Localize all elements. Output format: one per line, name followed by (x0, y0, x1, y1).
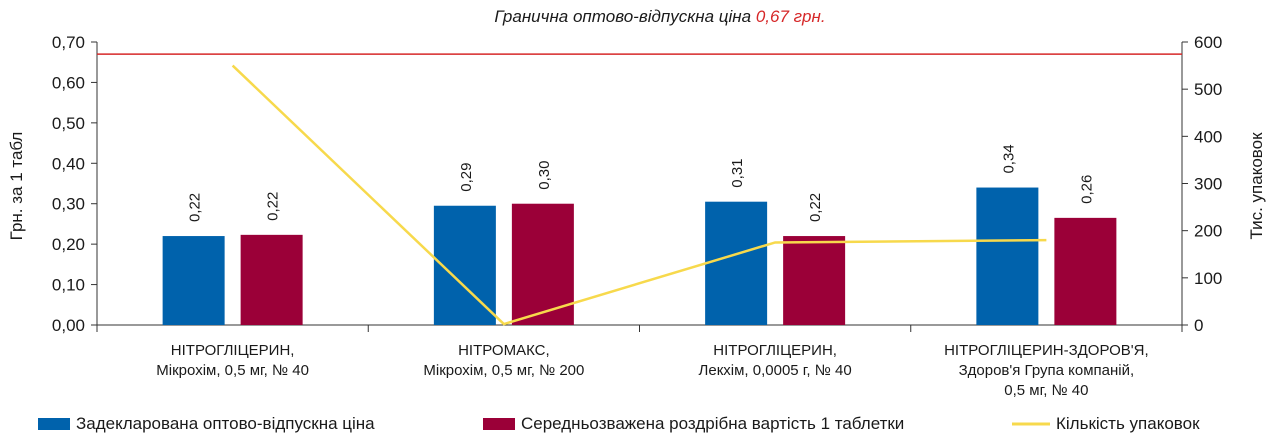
y-tick-label-right: 400 (1194, 127, 1222, 146)
axes: 0,00 0,10 0,20 0,30 0,40 0,50 0,60 0,70 0 100 200 3… (52, 33, 1222, 399)
y-tick-label-left: 0,30 (52, 195, 85, 214)
legend-label: Кількість упаковок (1056, 414, 1200, 433)
x-tick-label: НІТРОГЛІЦЕРИН, Лекхім, 0,0005 г, № 40 (699, 342, 852, 379)
y-tick-label-left: 0,60 (52, 73, 85, 92)
data-label: 0,22 (187, 193, 204, 222)
chart-title: Гранична оптово-відпускна ціна 0,67 грн. (494, 7, 825, 26)
x-tick-label: НІТРОМАКС, Мікрохім, 0,5 мг, № 200 (423, 342, 584, 379)
chart-title-highlight: 0,67 грн. (756, 7, 826, 26)
x-tick-label-line: Лекхім, 0,0005 г, № 40 (699, 362, 852, 379)
data-label: 0,26 (1078, 175, 1095, 204)
y-tick-label-right: 600 (1194, 33, 1222, 52)
x-tick-label-line: НІТРОГЛІЦЕРИН-ЗДОРОВ'Я, (944, 342, 1149, 359)
data-label: 0,30 (536, 161, 553, 190)
bar (976, 187, 1039, 325)
bars-layer (162, 187, 1117, 325)
bar (162, 236, 225, 325)
y-tick-label-left: 0,00 (52, 316, 85, 335)
lines-layer (97, 53, 1182, 326)
legend: Задекларована оптово-відпускна ціна Серед… (38, 414, 1200, 433)
x-tick-label-line: НІТРОМАКС, (458, 342, 550, 359)
legend-label: Задекларована оптово-відпускна ціна (76, 414, 375, 433)
bar (705, 201, 768, 325)
bar (783, 236, 846, 325)
x-tick-label-line: Мікрохім, 0,5 мг, № 40 (156, 362, 309, 379)
bar (1054, 217, 1117, 325)
x-tick-label: НІТРОГЛІЦЕРИН, Мікрохім, 0,5 мг, № 40 (156, 342, 309, 379)
data-label: 0,22 (265, 192, 282, 221)
legend-swatch (483, 418, 515, 430)
labels-layer: 0,22 0,29 0,31 0,34 0,22 0,30 0,22 0,26 (187, 144, 1096, 222)
bar (511, 203, 574, 325)
data-label: 0,22 (807, 193, 824, 222)
x-tick-label: НІТРОГЛІЦЕРИН-ЗДОРОВ'Я, Здоров'я Група ко… (944, 342, 1149, 399)
x-tick-label-line: Здоров'я Група компаній, (959, 362, 1135, 379)
data-label: 0,29 (458, 163, 475, 192)
y-tick-label-right: 300 (1194, 175, 1222, 194)
data-label: 0,31 (729, 158, 746, 187)
x-tick-label-line: НІТРОГЛІЦЕРИН, (713, 342, 837, 359)
y-tick-label-left: 0,10 (52, 276, 85, 295)
series-line (231, 64, 1047, 326)
x-tick-label-line: Мікрохім, 0,5 мг, № 200 (423, 362, 584, 379)
y-tick-label-right: 200 (1194, 222, 1222, 241)
y-tick-label-right: 0 (1194, 316, 1203, 335)
legend-label: Середньозважена роздрібна вартість 1 таб… (521, 414, 904, 433)
legend-swatch (38, 418, 70, 430)
data-label: 0,34 (1000, 144, 1017, 173)
y-axis-label-left: Грн. за 1 табл (7, 132, 26, 241)
y-tick-label-left: 0,70 (52, 33, 85, 52)
chart-title-prefix: Гранична оптово-відпускна ціна (494, 7, 755, 26)
y-axis-label-right: Тис. упаковок (1247, 132, 1266, 240)
y-tick-label-left: 0,20 (52, 235, 85, 254)
y-tick-label-right: 100 (1194, 269, 1222, 288)
y-tick-label-right: 500 (1194, 80, 1222, 99)
y-tick-label-left: 0,40 (52, 154, 85, 173)
x-tick-label-line: НІТРОГЛІЦЕРИН, (171, 342, 295, 359)
x-tick-label-line: 0,5 мг, № 40 (1004, 382, 1088, 399)
y-tick-label-left: 0,50 (52, 114, 85, 133)
bar (240, 234, 303, 325)
